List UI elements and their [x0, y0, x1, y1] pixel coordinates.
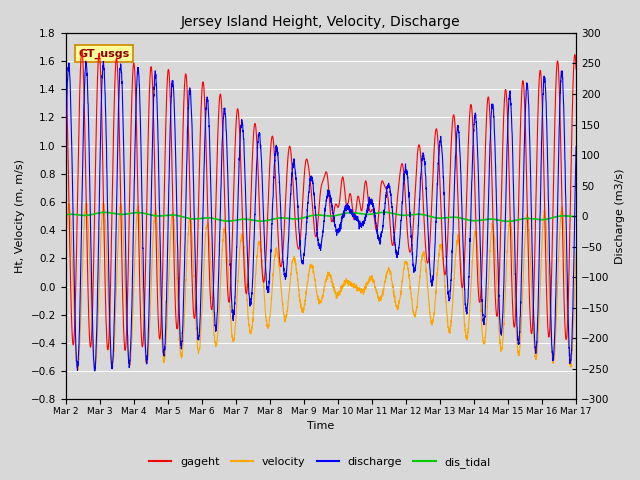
X-axis label: Time: Time	[307, 421, 335, 432]
Y-axis label: Ht, Velocity (m, m/s): Ht, Velocity (m, m/s)	[15, 159, 25, 273]
Legend: gageht, velocity, discharge, dis_tidal: gageht, velocity, discharge, dis_tidal	[145, 452, 495, 472]
Title: Jersey Island Height, Velocity, Discharge: Jersey Island Height, Velocity, Discharg…	[181, 15, 461, 29]
Y-axis label: Discharge (m3/s): Discharge (m3/s)	[615, 168, 625, 264]
Text: GT_usgs: GT_usgs	[78, 49, 129, 59]
